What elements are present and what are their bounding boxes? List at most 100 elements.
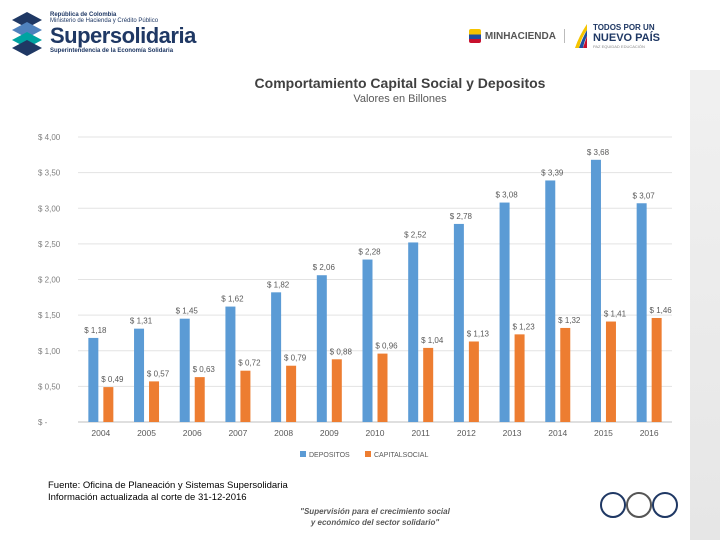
bar-capitalsocial <box>514 334 525 422</box>
chart-subtitle: Valores en Billones <box>353 93 447 105</box>
y-tick-label: $ 2,00 <box>38 276 61 285</box>
certification-seal-icon <box>652 492 678 518</box>
bar-depositos <box>453 223 464 422</box>
bar-depositos <box>499 202 510 422</box>
nuevo-pais-flag-icon <box>573 22 589 50</box>
bar-capitalsocial <box>377 353 388 422</box>
legend-label: CAPITALSOCIAL <box>374 452 428 459</box>
y-tick-label: $ 4,00 <box>38 133 61 142</box>
y-tick-label: $ 3,50 <box>38 169 61 178</box>
x-tick-label: 2016 <box>640 428 659 438</box>
bar-capitalsocial <box>149 381 160 422</box>
data-label: $ 1,41 <box>604 310 627 319</box>
x-tick-label: 2013 <box>503 428 522 438</box>
x-tick-label: 2009 <box>320 428 339 438</box>
org-line-1: República de Colombia <box>50 12 117 18</box>
data-label: $ 1,18 <box>84 326 107 335</box>
data-label: $ 1,32 <box>558 316 581 325</box>
bar-depositos <box>408 242 419 422</box>
chart-title: Comportamiento Capital Social y Deposito… <box>254 75 546 91</box>
data-label: $ 3,08 <box>495 191 518 200</box>
data-label: $ 1,46 <box>650 306 673 315</box>
brand-subtitle: Superintendencia de la Economía Solidari… <box>50 48 174 54</box>
bar-capitalsocial <box>103 387 114 422</box>
bar-capitalsocial <box>240 370 251 422</box>
data-label: $ 0,96 <box>375 342 398 351</box>
bar-depositos <box>590 159 601 423</box>
bar-depositos <box>316 275 327 422</box>
bar-depositos <box>179 318 190 422</box>
data-label: $ 3,39 <box>541 168 564 177</box>
x-tick-label: 2010 <box>366 428 385 438</box>
legend-swatch <box>365 451 371 457</box>
certification-seal-icon <box>600 492 626 518</box>
bar-depositos <box>225 306 236 422</box>
y-tick-label: $ 0,50 <box>38 382 61 391</box>
bar-capitalsocial <box>560 327 571 422</box>
x-tick-label: 2015 <box>594 428 613 438</box>
source-line-1: Fuente: Oficina de Planeación y Sistemas… <box>48 480 288 491</box>
legend-swatch <box>300 451 306 457</box>
data-label: $ 0,88 <box>330 347 353 356</box>
slogan-small: PAZ EQUIDAD EDUCACIÓN <box>592 44 645 49</box>
data-label: $ 2,78 <box>450 212 473 221</box>
brand-name: Supersolidaria <box>50 23 196 48</box>
data-label: $ 1,82 <box>267 280 290 289</box>
bar-capitalsocial <box>651 317 662 422</box>
colombia-shield-icon <box>468 29 481 43</box>
legend-label: DEPOSITOS <box>309 452 350 459</box>
x-tick-label: 2008 <box>274 428 293 438</box>
source-note: Fuente: Oficina de Planeación y Sistemas… <box>48 480 288 504</box>
footer-slogan: "Supervisión para el crecimiento social … <box>300 506 450 528</box>
y-tick-label: $ 3,00 <box>38 204 61 213</box>
data-label: $ 3,07 <box>633 191 656 200</box>
data-label: $ 1,62 <box>221 295 244 304</box>
data-label: $ 2,28 <box>358 248 381 257</box>
right-side-strip <box>690 0 720 540</box>
data-label: $ 0,72 <box>238 359 261 368</box>
ministry-name: MINHACIENDA <box>484 30 556 42</box>
data-label: $ 1,04 <box>421 336 444 345</box>
bar-depositos <box>134 328 145 422</box>
x-tick-label: 2011 <box>412 428 431 438</box>
certification-seal-icon <box>626 492 652 518</box>
bar-depositos <box>88 337 99 422</box>
slogan-line-1: "Supervisión para el crecimiento social <box>300 507 450 516</box>
supersolidaria-emblem-icon <box>10 10 44 56</box>
y-tick-label: $ 1,50 <box>38 311 61 320</box>
x-tick-label: 2006 <box>183 428 202 438</box>
slogan-top: TODOS POR UN <box>592 23 655 32</box>
data-label: $ 0,79 <box>284 354 307 363</box>
data-label: $ 2,06 <box>313 263 336 272</box>
minhacienda-logo: MINHACIENDA <box>468 29 565 43</box>
bar-capitalsocial <box>331 359 342 422</box>
data-label: $ 1,45 <box>176 307 199 316</box>
slogan-main: NUEVO PAÍS <box>592 32 660 44</box>
org-line-2: Ministerio de Hacienda y Crédito Público <box>50 18 159 24</box>
bar-capitalsocial <box>423 347 434 422</box>
bar-depositos <box>545 180 556 422</box>
bar-capitalsocial <box>605 321 616 422</box>
y-tick-label: $ 1,00 <box>38 347 61 356</box>
x-tick-label: 2012 <box>457 428 476 438</box>
source-line-2: Información actualizada al corte de 31-1… <box>48 492 247 503</box>
data-label: $ 0,49 <box>101 375 124 384</box>
bar-capitalsocial <box>194 377 205 422</box>
data-label: $ 1,13 <box>467 329 490 338</box>
bar-depositos <box>271 292 282 422</box>
supersolidaria-logo: República de Colombia Ministerio de Haci… <box>10 10 196 56</box>
header: República de Colombia Ministerio de Haci… <box>0 0 720 70</box>
data-label: $ 2,52 <box>404 230 427 239</box>
y-tick-label: $ - <box>38 418 48 427</box>
x-tick-label: 2014 <box>548 428 567 438</box>
data-label: $ 1,31 <box>130 317 153 326</box>
data-label: $ 1,23 <box>512 322 535 331</box>
bar-capitalsocial <box>286 365 297 422</box>
slogan-line-2: y económico del sector solidario" <box>310 518 440 527</box>
x-tick-label: 2005 <box>137 428 156 438</box>
data-label: $ 0,63 <box>193 365 216 374</box>
data-label: $ 3,68 <box>587 148 610 157</box>
x-tick-label: 2004 <box>91 428 110 438</box>
bar-depositos <box>362 259 373 422</box>
